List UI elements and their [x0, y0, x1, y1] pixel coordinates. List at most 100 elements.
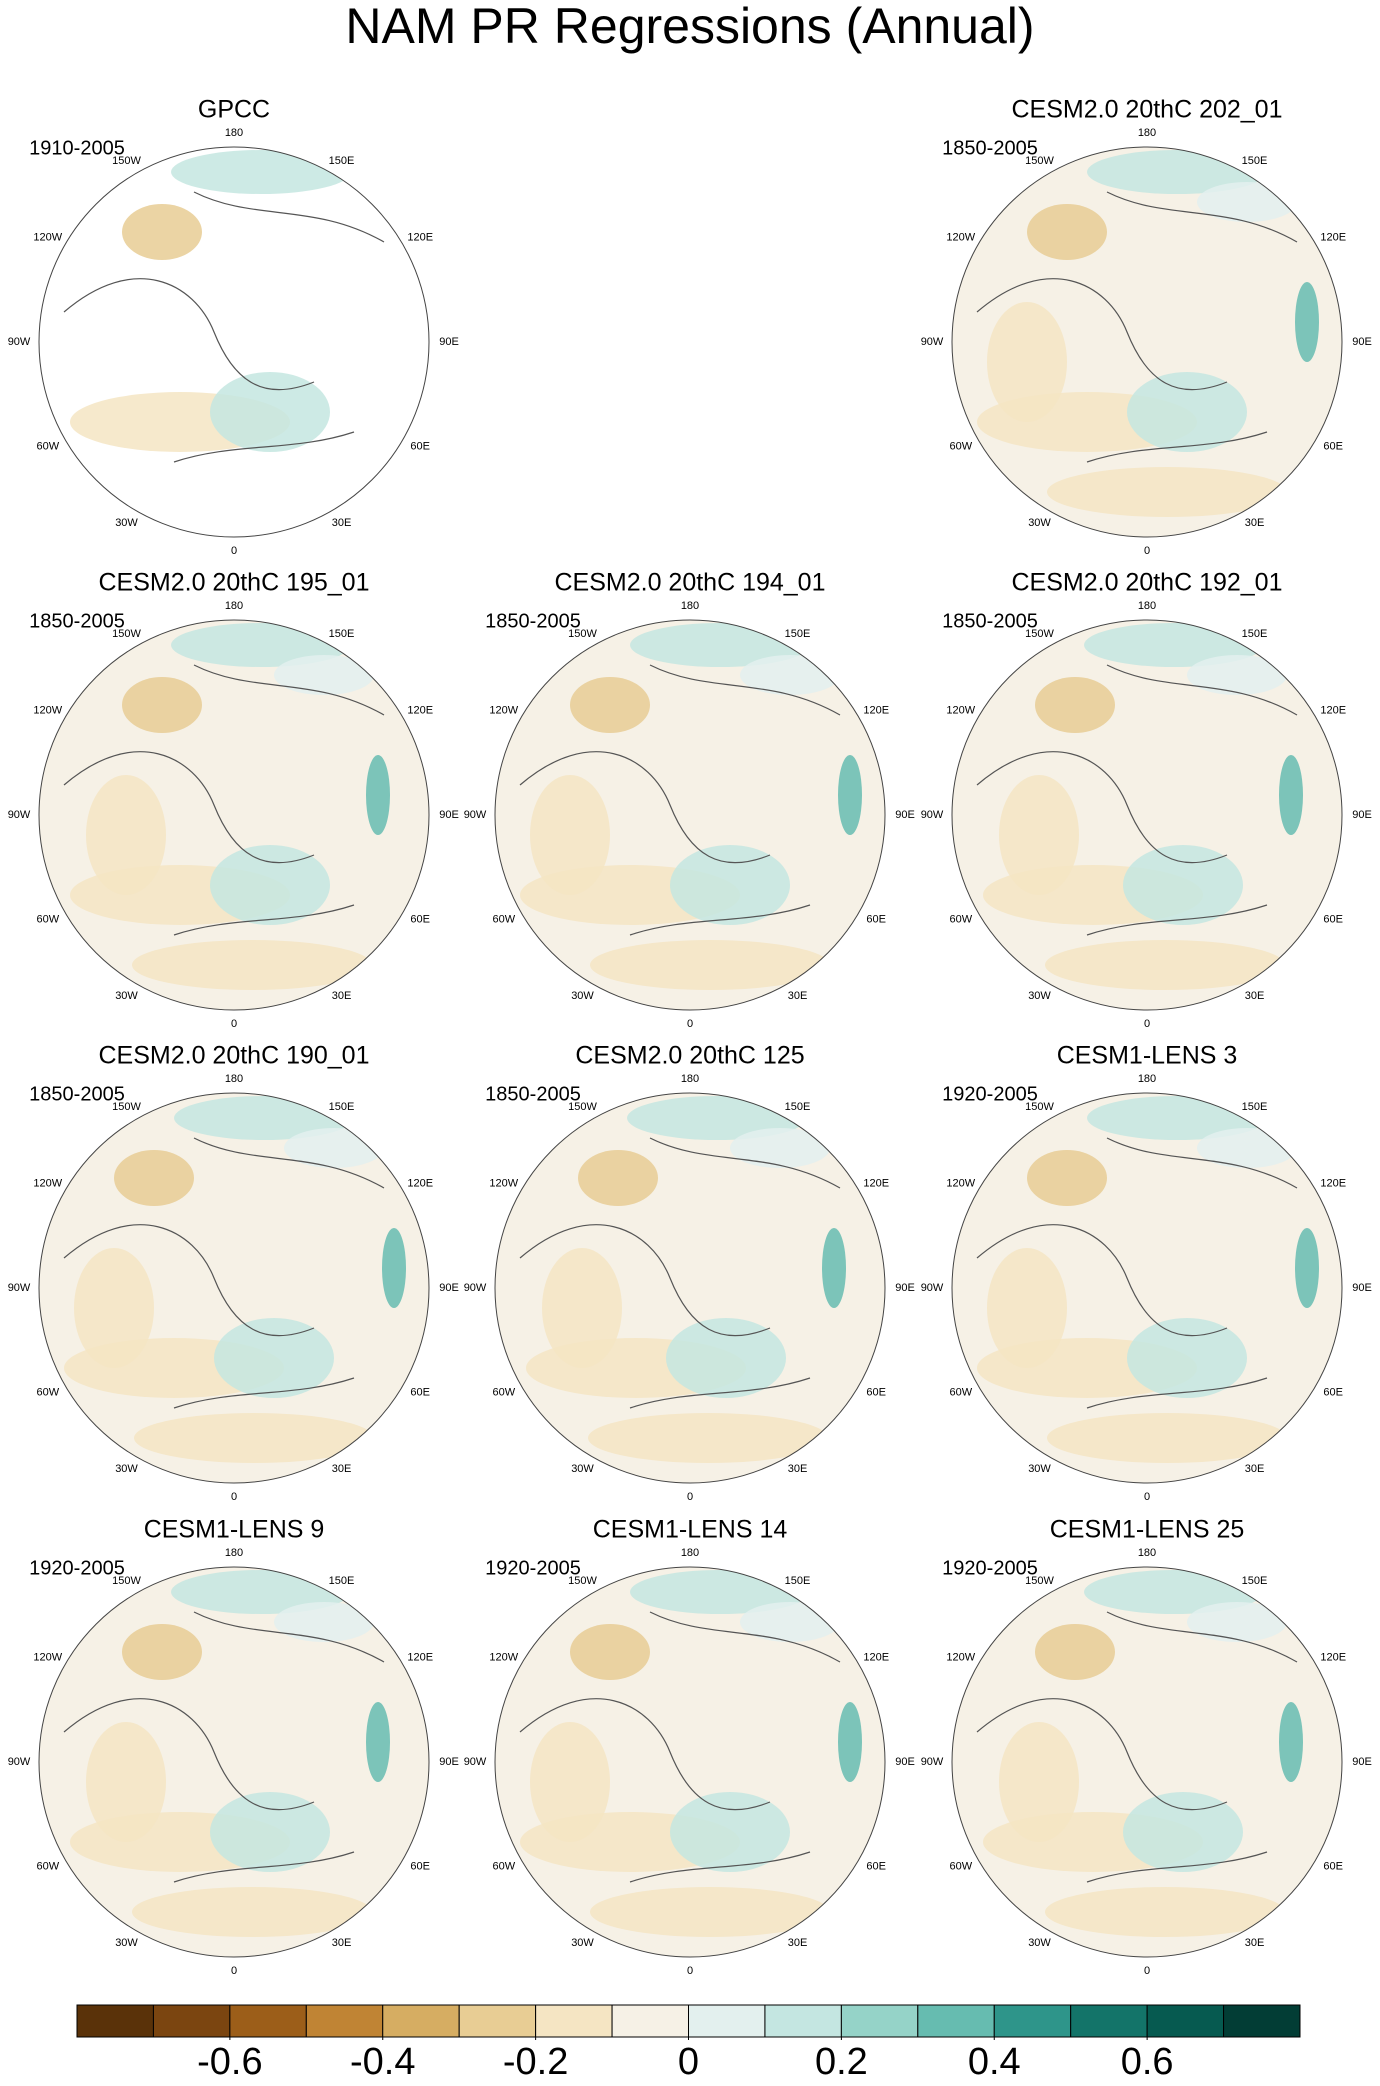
field-blob [987, 302, 1067, 422]
lon-label: 90W [464, 809, 487, 821]
colorbar-box [229, 2004, 307, 2038]
lon-label: 150E [329, 628, 355, 640]
map-border [951, 1566, 1343, 1958]
field-blob [838, 755, 862, 835]
lon-label: 0 [1144, 1491, 1150, 1503]
lon-label: 0 [687, 1018, 693, 1030]
colorbar-box [1070, 2004, 1148, 2038]
lon-label: 120E [407, 1651, 433, 1663]
lon-label: 30E [1245, 990, 1265, 1002]
lon-label: 30E [1245, 1937, 1265, 1949]
field-blob [1187, 655, 1287, 695]
lon-label: 90E [439, 336, 459, 348]
colorbar-box [840, 2004, 919, 2038]
field-blob [1045, 1887, 1285, 1937]
field [519, 1096, 846, 1463]
panel-title: CESM1-LENS 14 [593, 1516, 788, 1544]
colorbar-box [764, 2004, 842, 2038]
colorbar-box [76, 2004, 154, 2038]
lon-label: 60E [410, 440, 430, 452]
coastline [519, 664, 841, 936]
field-blob [578, 1150, 658, 1206]
colorbar-box [305, 2004, 384, 2038]
field [976, 150, 1319, 517]
colorbar-label: 0.2 [815, 2041, 868, 2083]
lon-label: 90W [464, 1756, 487, 1768]
field-blob [590, 940, 830, 990]
field-blob [666, 1318, 786, 1398]
map-panel: CESM2.0 20thC 195_01 1850-2005 180 150E 120E… [8, 569, 459, 1030]
field-blob [570, 677, 650, 733]
panel-period: 1850-2005 [942, 137, 1038, 159]
panel-title: CESM2.0 20thC 202_01 [1011, 96, 1282, 124]
field-blob [670, 1792, 790, 1872]
lon-label: 90E [439, 1756, 459, 1768]
lon-label: 150W [112, 155, 141, 167]
panel-title: CESM1-LENS 3 [1057, 1042, 1238, 1070]
lon-label: 150W [568, 1575, 597, 1587]
field-blob [1279, 755, 1303, 835]
lon-label: 90E [439, 1282, 459, 1294]
lon-label: 120E [863, 1651, 889, 1663]
lon-label: 90E [1352, 1282, 1372, 1294]
lon-label: 120E [1320, 1651, 1346, 1663]
panel-title: CESM2.0 20thC 195_01 [98, 569, 369, 597]
lon-label: 60E [866, 1860, 886, 1872]
lon-label: 150W [568, 1101, 597, 1113]
lon-label: 120W [489, 704, 518, 716]
lon-label: 150E [1242, 1101, 1268, 1113]
field [976, 623, 1303, 990]
field-blob [86, 1722, 166, 1842]
coastline [519, 1611, 841, 1883]
field-blob [822, 1228, 846, 1308]
lon-label: 150E [1242, 1575, 1268, 1587]
lon-label: 60E [1323, 1386, 1343, 1398]
coastline [519, 1137, 841, 1409]
map-panel: CESM2.0 20thC 194_01 1850-2005 180 150E 120E… [464, 569, 915, 1030]
lon-label: 180 [1138, 600, 1156, 612]
field-blob [210, 1792, 330, 1872]
lon-label: 0 [687, 1491, 693, 1503]
field-blob [670, 845, 790, 925]
lon-label: 60E [410, 1860, 430, 1872]
lon-label: 90W [8, 1756, 31, 1768]
field-blob [542, 1248, 622, 1368]
lon-label: 60W [492, 913, 515, 925]
lon-label: 120W [33, 704, 62, 716]
map-border [38, 1092, 430, 1484]
lon-label: 60W [492, 1860, 515, 1872]
lon-label: 30W [115, 517, 138, 529]
map-border [494, 1092, 886, 1484]
panel-title: CESM2.0 20thC 190_01 [98, 1042, 369, 1070]
colorbar-box [993, 2004, 1072, 2038]
lon-label: 180 [225, 1073, 243, 1085]
field-blob [987, 1248, 1067, 1368]
panel-period: 1920-2005 [942, 1083, 1038, 1105]
lon-label: 120E [1320, 704, 1346, 716]
field-blob [171, 150, 351, 194]
panel-period: 1850-2005 [485, 1083, 581, 1105]
lon-label: 60E [1323, 440, 1343, 452]
map-border [951, 146, 1343, 538]
panel-period: 1850-2005 [29, 1083, 125, 1105]
panel-title: CESM1-LENS 25 [1050, 1516, 1245, 1544]
lon-label: 30E [788, 1463, 808, 1475]
field-blob [1127, 372, 1247, 452]
map-panel: CESM1-LENS 14 1920-2005 180 150E 120E 90E 60E 3… [464, 1516, 915, 1977]
field-blob [730, 1128, 830, 1168]
lon-label: 120E [863, 1177, 889, 1189]
field-blob [274, 655, 374, 695]
colorbar-label: 0.6 [1121, 2041, 1174, 2083]
lon-label: 150E [329, 1575, 355, 1587]
field-blob [1295, 1228, 1319, 1308]
lon-label: 120W [946, 1651, 975, 1663]
coastline [976, 1611, 1298, 1883]
map-border [494, 1566, 886, 1958]
field-blob [122, 1624, 202, 1680]
field-blob [1197, 1128, 1297, 1168]
field [63, 623, 390, 990]
lon-label: 0 [231, 545, 237, 557]
lon-label: 180 [681, 1073, 699, 1085]
lon-label: 150W [1025, 1575, 1054, 1587]
lon-label: 180 [1138, 1547, 1156, 1559]
